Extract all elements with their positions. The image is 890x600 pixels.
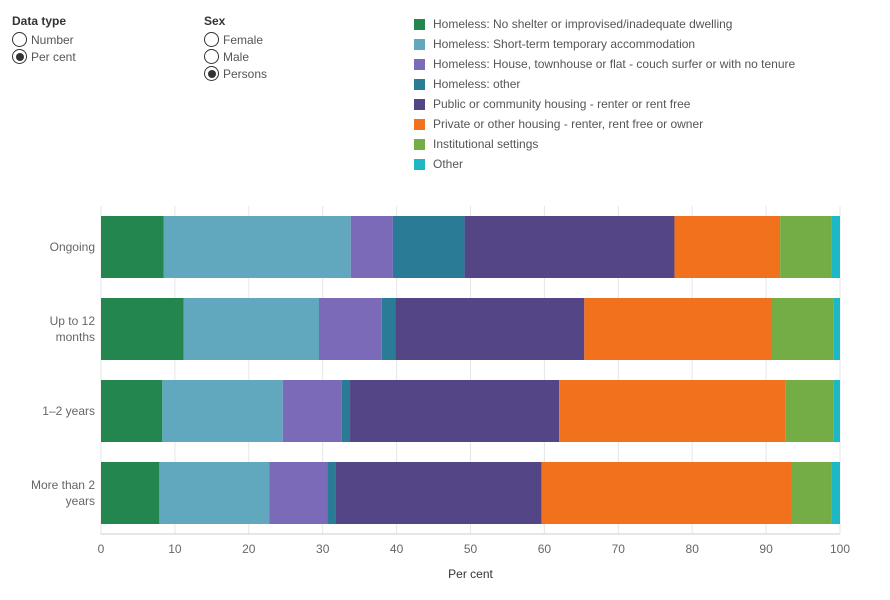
legend-swatch [414, 18, 425, 30]
x-tick-label: 90 [759, 542, 773, 556]
bar-segment[interactable] [319, 298, 382, 360]
data-type-option-number[interactable]: Number [12, 31, 76, 48]
bar-segment[interactable] [159, 462, 270, 524]
sex-option-label: Female [223, 32, 264, 47]
legend-item[interactable]: Other [414, 154, 795, 174]
legend-label: Homeless: House, townhouse or flat - cou… [433, 57, 796, 71]
radio-female[interactable] [204, 32, 219, 47]
sex-option-label: Persons [223, 66, 268, 81]
radio-male[interactable] [204, 49, 219, 64]
legend-item[interactable]: Public or community housing - renter or … [414, 94, 795, 114]
sex-filter-title: Sex [204, 14, 226, 28]
legend-label: Institutional settings [433, 137, 539, 151]
bar-segment[interactable] [791, 462, 832, 524]
sex-option-label: Male [223, 49, 250, 64]
bar-segment[interactable] [674, 216, 781, 278]
x-axis-title: Per cent [448, 567, 493, 581]
legend-label: Other [433, 157, 464, 171]
bar-segment[interactable] [101, 380, 163, 442]
bar-segment[interactable] [101, 462, 160, 524]
bar-segment[interactable] [350, 380, 560, 442]
y-category-label: Ongoing [50, 240, 95, 254]
legend-label: Private or other housing - renter, rent … [433, 117, 704, 131]
legend-swatch [414, 158, 425, 170]
x-tick-label: 10 [168, 542, 182, 556]
legend-item[interactable]: Homeless: House, townhouse or flat - cou… [414, 54, 795, 74]
bar-segment[interactable] [381, 298, 396, 360]
bar-segment[interactable] [269, 462, 328, 524]
bar-segment[interactable] [101, 216, 164, 278]
bar-segment[interactable] [833, 380, 840, 442]
radio-per-cent[interactable] [12, 49, 27, 64]
x-tick-label: 80 [686, 542, 700, 556]
legend-swatch [414, 38, 425, 50]
bar-segment[interactable] [785, 380, 834, 442]
y-category-label: 1–2 years [42, 404, 95, 418]
bar-segment[interactable] [584, 298, 773, 360]
legend-swatch [414, 98, 425, 110]
legend-item[interactable]: Homeless: other [414, 74, 795, 94]
x-tick-label: 70 [612, 542, 626, 556]
bar-segment[interactable] [464, 216, 675, 278]
sex-filter: Sex Female Male Persons [204, 14, 267, 82]
legend-label: Homeless: Short-term temporary accommoda… [433, 37, 696, 51]
legend-swatch [414, 58, 425, 70]
data-type-filter: Data type Number Per cent [12, 14, 76, 65]
chart-legend: Homeless: No shelter or improvised/inade… [414, 14, 795, 174]
y-category-label: Up to 12 [50, 314, 96, 328]
x-tick-label: 100 [830, 542, 850, 556]
x-tick-label: 40 [390, 542, 404, 556]
bar-segment[interactable] [183, 298, 320, 360]
legend-label: Homeless: No shelter or improvised/inade… [433, 17, 733, 31]
bar-segment[interactable] [282, 380, 342, 442]
radio-persons[interactable] [204, 66, 219, 81]
x-tick-label: 20 [242, 542, 256, 556]
bar-segment[interactable] [395, 298, 585, 360]
sex-option-male[interactable]: Male [204, 48, 267, 65]
legend-label: Public or community housing - renter or … [433, 97, 691, 111]
bar-segment[interactable] [559, 380, 786, 442]
x-tick-label: 0 [98, 542, 105, 556]
bar-segment[interactable] [831, 462, 840, 524]
legend-item[interactable]: Private or other housing - renter, rent … [414, 114, 795, 134]
bar-segment[interactable] [101, 298, 184, 360]
legend-swatch [414, 118, 425, 130]
bar-segment[interactable] [162, 380, 283, 442]
radio-number[interactable] [12, 32, 27, 47]
sex-option-female[interactable]: Female [204, 31, 267, 48]
data-type-option-label: Number [31, 32, 74, 47]
x-tick-label: 30 [316, 542, 330, 556]
data-type-option-per-cent[interactable]: Per cent [12, 48, 76, 65]
legend-item[interactable]: Institutional settings [414, 134, 795, 154]
bar-segment[interactable] [831, 216, 840, 278]
x-tick-label: 60 [538, 542, 552, 556]
y-category-label: More than 2 [31, 478, 95, 492]
x-tick-label: 50 [464, 542, 478, 556]
bar-segment[interactable] [541, 462, 792, 524]
bar-segment[interactable] [341, 380, 351, 442]
legend-item[interactable]: Homeless: No shelter or improvised/inade… [414, 14, 795, 34]
bar-segment[interactable] [327, 462, 336, 524]
bar-segment[interactable] [335, 462, 542, 524]
data-type-filter-title: Data type [12, 14, 67, 28]
data-type-option-label: Per cent [31, 49, 76, 64]
bar-segment[interactable] [350, 216, 393, 278]
bar-segment[interactable] [833, 298, 840, 360]
legend-item[interactable]: Homeless: Short-term temporary accommoda… [414, 34, 795, 54]
sex-option-persons[interactable]: Persons [204, 65, 267, 82]
y-category-label: months [56, 330, 95, 344]
legend-swatch [414, 78, 425, 90]
legend-swatch [414, 138, 425, 150]
bar-segment[interactable] [392, 216, 465, 278]
bar-segment[interactable] [772, 298, 834, 360]
bar-segment[interactable] [163, 216, 351, 278]
bar-segment[interactable] [780, 216, 832, 278]
y-category-label: years [66, 494, 95, 508]
legend-label: Homeless: other [433, 77, 521, 91]
